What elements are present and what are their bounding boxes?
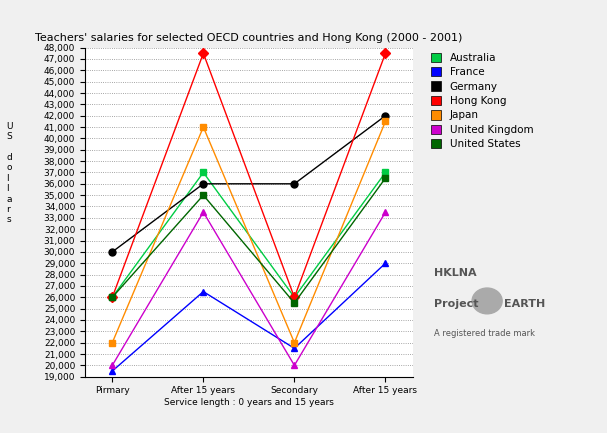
United Kingdom <box>291 363 298 368</box>
Hong Kong <box>382 51 389 56</box>
Hong Kong <box>291 295 298 300</box>
United States <box>291 301 298 306</box>
Hong Kong <box>109 295 116 300</box>
Germany <box>291 181 298 186</box>
France <box>382 261 389 266</box>
Text: EARTH: EARTH <box>504 299 545 309</box>
Australia <box>200 170 207 175</box>
Australia <box>291 295 298 300</box>
Japan <box>109 340 116 345</box>
Germany <box>382 113 389 118</box>
Line: France: France <box>109 260 389 375</box>
Title: Teachers' salaries for selected OECD countries and Hong Kong (2000 - 2001): Teachers' salaries for selected OECD cou… <box>35 32 463 43</box>
France <box>291 346 298 351</box>
United Kingdom <box>109 363 116 368</box>
Line: United Kingdom: United Kingdom <box>109 209 389 369</box>
United States <box>109 295 116 300</box>
Line: United States: United States <box>109 174 389 307</box>
Line: Germany: Germany <box>109 112 389 255</box>
Hong Kong <box>200 51 207 56</box>
X-axis label: Service length : 0 years and 15 years: Service length : 0 years and 15 years <box>164 398 334 407</box>
United Kingdom <box>382 210 389 215</box>
Australia <box>382 170 389 175</box>
Germany <box>200 181 207 186</box>
Line: Japan: Japan <box>109 118 389 346</box>
Line: Australia: Australia <box>109 169 389 301</box>
France <box>200 289 207 294</box>
Text: A registered trade mark: A registered trade mark <box>434 329 535 338</box>
Japan <box>291 340 298 345</box>
Text: HKLNA: HKLNA <box>434 268 476 278</box>
Text: U
S

d
o
l
l
a
r
s: U S d o l l a r s <box>6 122 13 224</box>
Line: Hong Kong: Hong Kong <box>109 50 389 301</box>
Text: Project: Project <box>434 299 478 309</box>
Japan <box>200 124 207 129</box>
Australia <box>109 295 116 300</box>
Legend: Australia, France, Germany, Hong Kong, Japan, United Kingdom, United States: Australia, France, Germany, Hong Kong, J… <box>428 49 537 152</box>
United States <box>382 175 389 181</box>
Germany <box>109 249 116 255</box>
United Kingdom <box>200 210 207 215</box>
Japan <box>382 119 389 124</box>
France <box>109 368 116 374</box>
United States <box>200 193 207 198</box>
Ellipse shape <box>472 288 502 314</box>
